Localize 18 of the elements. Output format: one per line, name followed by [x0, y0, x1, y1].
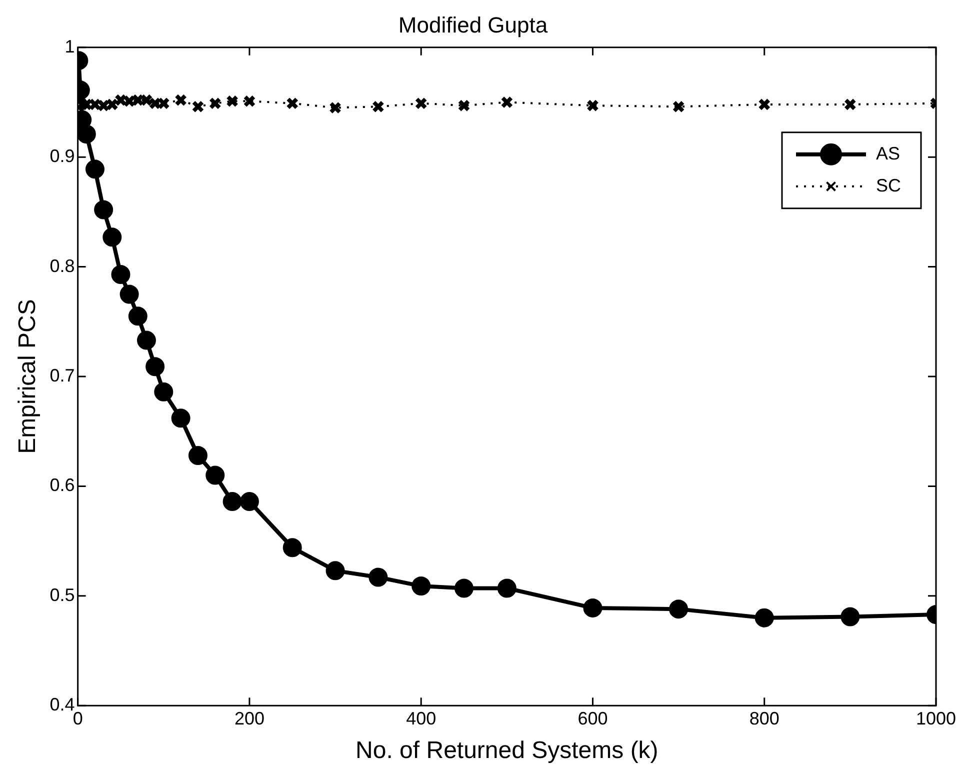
x-tick-label: 200 [234, 708, 264, 728]
x-tick-label: 800 [749, 708, 780, 728]
legend-label: AS [876, 143, 900, 164]
x-tick-label: 1000 [916, 708, 956, 728]
x-tick-label: 0 [72, 708, 83, 728]
y-tick-label: 0.7 [50, 365, 75, 386]
y-tick-label: 0.8 [50, 256, 75, 276]
y-tick-label: 1 [64, 36, 75, 56]
legend-label: SC [876, 175, 902, 196]
y-tick-label: 0.6 [50, 475, 75, 496]
y-tick-label: 0.9 [50, 146, 75, 166]
y-tick-label: 0.5 [50, 584, 75, 605]
chart-title: Modified Gupta [398, 12, 548, 38]
x-tick-label: 400 [406, 708, 436, 728]
y-tick-label: 0.4 [50, 694, 75, 715]
y-axis-title: Empirical PCS [14, 299, 42, 454]
x-tick-label: 600 [578, 708, 608, 728]
x-axis-title: No. of Returned Systems (k) [356, 737, 658, 764]
